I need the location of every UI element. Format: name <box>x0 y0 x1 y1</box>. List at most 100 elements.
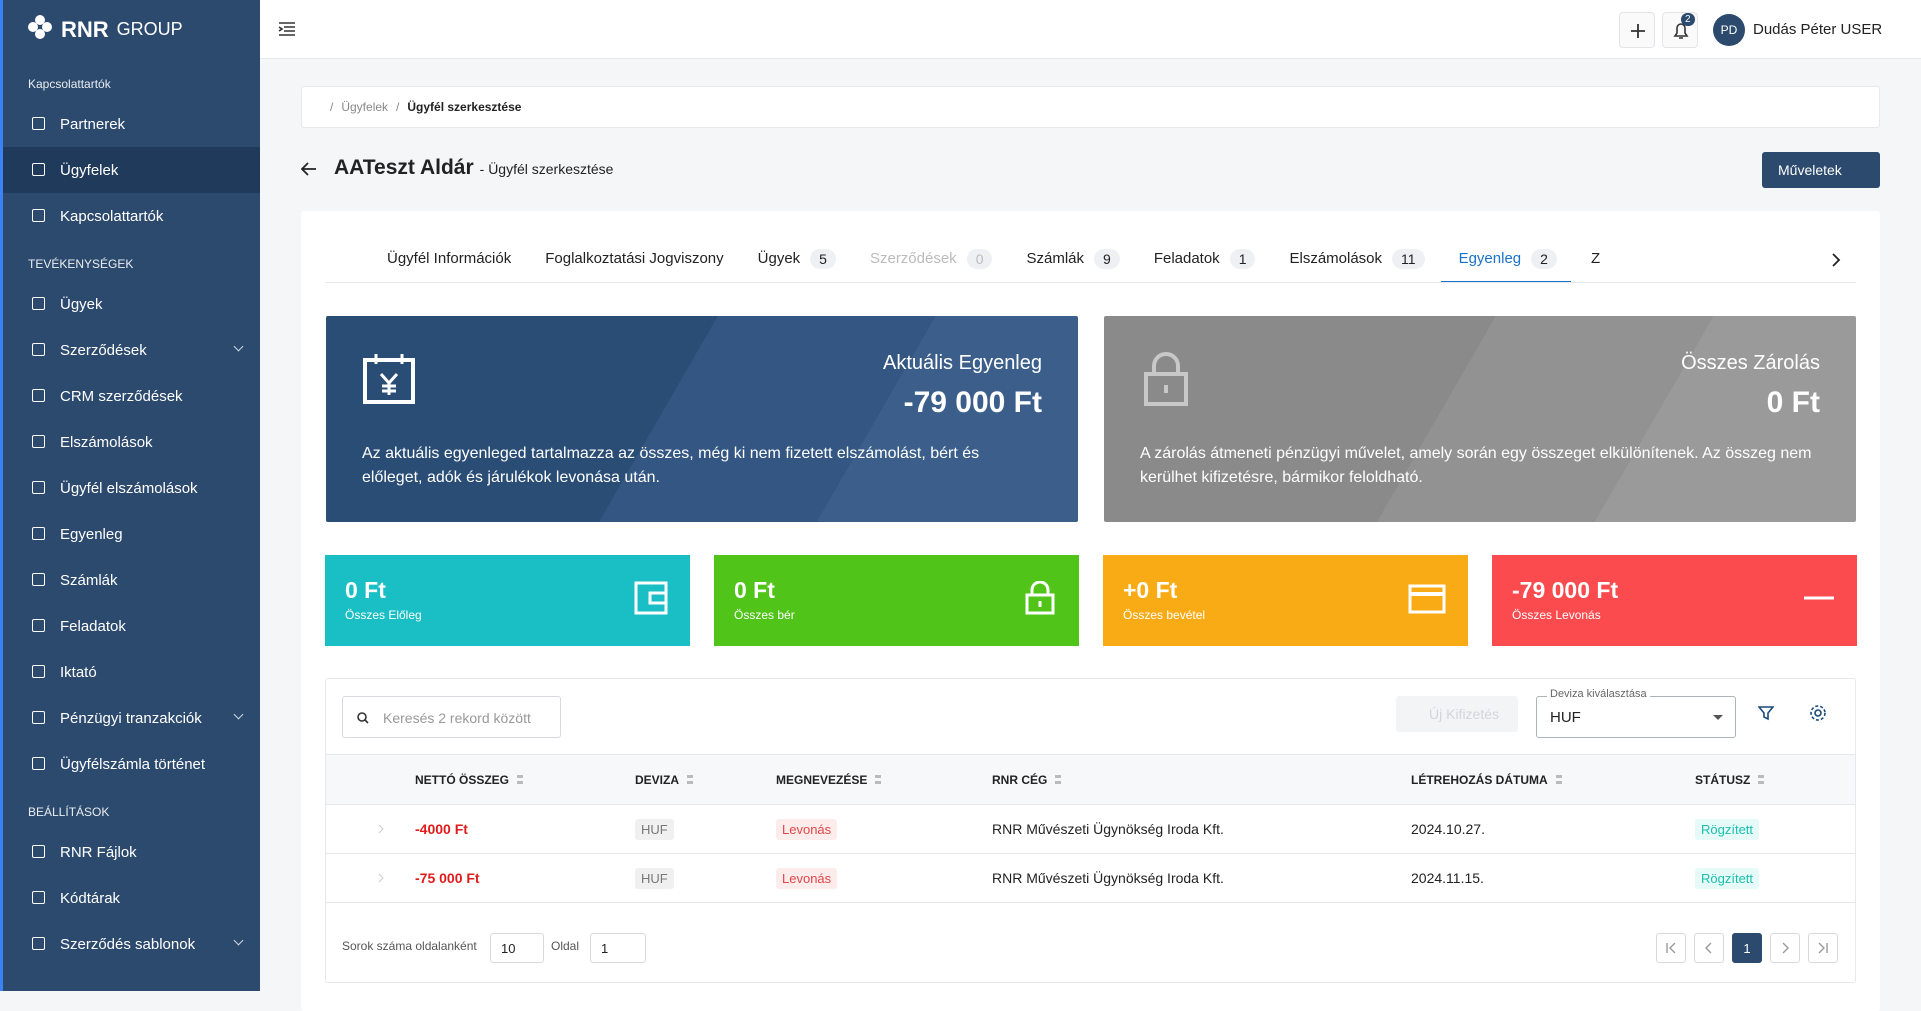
breadcrumb: / Ügyfelek / Ügyfél szerkesztése <box>301 86 1880 128</box>
nav-item[interactable]: Elszámolások <box>3 419 260 465</box>
column-header[interactable]: DEVIZA <box>622 773 763 787</box>
main-card: Ügyfél Információk Foglalkoztatási Jogvis… <box>301 211 1880 1011</box>
row-expander[interactable] <box>326 821 402 837</box>
tab[interactable]: Elszámolások 11 <box>1289 235 1425 282</box>
add-button[interactable] <box>1619 12 1655 48</box>
nav-item[interactable]: Pénzügyi tranzakciók <box>3 695 260 741</box>
pagination-button[interactable] <box>1770 933 1800 963</box>
currency-select[interactable]: Deviza kiválasztása HUF <box>1536 688 1736 738</box>
column-header[interactable]: NETTÓ ÖSSZEG <box>402 773 622 787</box>
tab-label: Szerződések <box>869 250 957 267</box>
column-header[interactable]: MEGNEVEZÉSE <box>763 773 979 787</box>
search-input[interactable]: Keresés 2 rekord között <box>342 696 561 738</box>
tab-label: Z <box>1590 250 1601 267</box>
nav-item[interactable]: Szerződések <box>3 327 260 373</box>
column-header[interactable]: STÁTUSZ <box>1682 773 1855 787</box>
tab[interactable]: Ügyek 5 <box>758 235 836 282</box>
current-page[interactable]: 1 <box>1732 933 1762 963</box>
tab-count: 11 <box>1392 248 1425 269</box>
amount: -4000 Ft <box>415 821 468 837</box>
nav-label: Feladatok <box>60 617 126 635</box>
actions-button[interactable]: Műveletek <box>1762 152 1880 188</box>
tab-label: Számlák <box>1026 250 1085 267</box>
tab-label: Feladatok <box>1153 250 1220 267</box>
settings-button[interactable] <box>1809 704 1827 727</box>
cell: -75 000 Ft <box>402 870 622 886</box>
tab[interactable]: Ügyfél Információk <box>387 235 512 282</box>
stat-card: -79 000 Ft Összes Levonás <box>1492 555 1857 646</box>
nav-icon <box>32 163 45 176</box>
row-expander[interactable] <box>326 870 402 886</box>
nav-label: Ügyfélszámla történet <box>60 755 206 773</box>
nav-item[interactable]: Egyenleg <box>3 511 260 557</box>
crumb-item[interactable]: Ügyfelek <box>341 100 389 114</box>
rows-per-page-label: Sorok száma oldalanként <box>342 939 477 953</box>
tab[interactable]: Számlák 9 <box>1026 235 1120 282</box>
back-button[interactable] <box>300 162 317 181</box>
column-title: DEVIZA <box>635 772 680 787</box>
cell: HUF <box>622 818 763 840</box>
nav-item[interactable]: CRM szerződések <box>3 373 260 419</box>
menu-toggle[interactable] <box>278 21 296 37</box>
nav-icon <box>32 845 45 858</box>
nav-label: Kódtárak <box>60 889 121 907</box>
nav-item[interactable]: Ügyfél elszámolások <box>3 465 260 511</box>
stat-label: Összes bevétel <box>1123 608 1206 622</box>
tab[interactable]: Feladatok 1 <box>1153 235 1256 282</box>
balance-amount: 0 Ft <box>1766 386 1820 419</box>
tab[interactable]: Z <box>1590 235 1601 282</box>
nav-item[interactable]: RNR Fájlok <box>3 829 260 875</box>
tab[interactable]: Foglalkoztatási Jogviszony <box>545 235 723 282</box>
tabs-next[interactable] <box>1831 253 1841 272</box>
rows-per-page-select[interactable]: 10 <box>490 933 544 963</box>
select-arrow <box>1713 715 1723 725</box>
nav-icon <box>32 711 45 724</box>
nav-item[interactable]: Kódtárak <box>3 875 260 921</box>
nav-item[interactable]: Ügyfelek <box>3 147 260 193</box>
search-placeholder: Keresés 2 rekord között <box>383 710 531 726</box>
crumb-sep: / <box>396 100 400 114</box>
nav-item[interactable]: Szerződés sablonok <box>3 921 260 967</box>
status-tag: Rögzített <box>1695 867 1760 889</box>
nav-label: Ügyfél elszámolások <box>60 479 198 497</box>
nav-icon <box>32 117 45 130</box>
nav-item[interactable]: Kapcsolattartók <box>3 193 260 239</box>
page-input[interactable]: 1 <box>590 933 646 963</box>
tab-label: Elszámolások <box>1289 250 1383 267</box>
balance-title: Összes Zárolás <box>1681 352 1820 374</box>
table-row: -4000 Ft HUF Levonás RNR Művészeti Ügynöksé… <box>326 805 1855 854</box>
type-tag: Levonás <box>776 818 838 840</box>
nav-item[interactable]: Ügyfélszámla történet <box>3 741 260 787</box>
tab-label: Ügyfél Információk <box>387 250 512 267</box>
tab-label: Egyenleg <box>1458 250 1522 267</box>
nav-item[interactable]: Iktató <box>3 649 260 695</box>
tab-count: 0 <box>966 248 993 269</box>
pagination-button[interactable] <box>1656 933 1686 963</box>
page-subtitle: - Ügyfél szerkesztése <box>479 161 614 177</box>
brand-sub: GROUP <box>116 19 183 39</box>
cell: Levonás <box>763 867 979 889</box>
filter-button[interactable] <box>1757 705 1775 726</box>
tab[interactable]: Egyenleg 2 <box>1440 235 1572 282</box>
balance-text: Az aktuális egyenleged tartalmazza az ös… <box>362 445 980 486</box>
section-title: Kapcsolattartók <box>28 77 111 91</box>
stat-icon <box>634 581 668 620</box>
nav-item[interactable]: Számlák <box>3 557 260 603</box>
pagination-button[interactable] <box>1694 933 1724 963</box>
brand-logo <box>27 14 53 46</box>
user-name[interactable]: Dudás Péter USER <box>1753 21 1883 38</box>
pagination-button[interactable] <box>1808 933 1838 963</box>
stat-value: 0 Ft <box>734 577 775 603</box>
page-label: Oldal <box>551 939 580 953</box>
nav-item[interactable]: Feladatok <box>3 603 260 649</box>
nav-icon <box>32 573 45 586</box>
nav-item[interactable]: Ügyek <box>3 281 260 327</box>
sort-icon <box>1555 774 1562 784</box>
currency-value: HUF <box>1550 709 1581 726</box>
column-header[interactable]: RNR CÉG <box>979 773 1398 787</box>
crumb-sep: / <box>330 100 334 114</box>
column-header[interactable]: LÉTREHOZÁS DÁTUMA <box>1398 773 1682 787</box>
nav-item[interactable]: Partnerek <box>3 101 260 147</box>
tab-count: 9 <box>1094 248 1120 269</box>
